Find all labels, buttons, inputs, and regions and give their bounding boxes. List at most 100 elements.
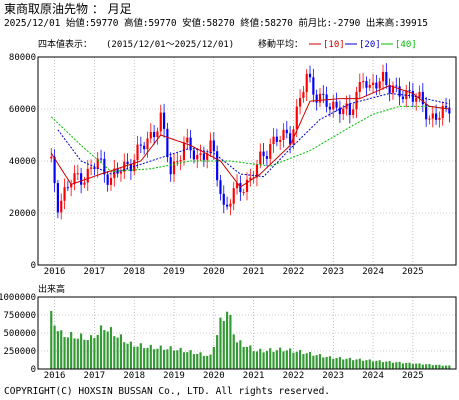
candle-body [441,105,444,118]
candle-body [289,133,292,145]
candle-body [169,157,172,175]
volume-bar [245,346,249,369]
volume-bar [169,346,172,369]
candle-body [186,137,189,143]
price-panel-frame [37,56,457,266]
candle-body [335,101,338,108]
volume-bar [371,361,375,369]
candle-body [265,156,268,159]
candle-body [76,173,79,175]
candle-body [53,156,56,184]
volume-y-tick-label: 500000 [3,329,36,339]
ohlc-summary: 2025/12/01 始値:59770 高値:59770 安値:58270 終値… [4,18,428,29]
candle-body [371,82,375,85]
volume-bar [249,345,252,369]
candle-body [232,188,235,204]
volume-bar [106,331,109,369]
candle-body [259,151,262,165]
volume-bar [421,364,424,369]
price-y-tick-label: 0 [31,261,36,271]
candle-body [398,86,401,97]
volume-bar [352,360,355,369]
volume-bar [391,362,395,369]
candle-body [315,94,318,103]
candle-body [106,174,109,185]
volume-y-tick-label: 750000 [3,311,36,321]
volume-bar [86,340,89,369]
volume-bar [255,351,259,369]
candle-body [325,94,328,107]
volume-bar [60,330,63,369]
candle-body [109,177,113,185]
volume-bar [63,336,66,369]
volume-bar [362,360,365,369]
candle-body [312,77,315,95]
candle-body [199,153,202,155]
candle-body [405,90,408,100]
volume-bar [206,355,209,369]
candle-body [60,200,63,213]
volume-bar [186,352,189,369]
volume-bar [308,352,312,369]
candle-body [242,191,245,193]
volume-bar [83,339,86,369]
volume-bar [279,347,282,369]
candle-body [66,187,69,189]
candle-body [425,104,428,120]
price-x-tick-label: 2019 [163,267,185,277]
volume-bar [73,338,76,369]
candle-body [70,184,73,188]
volume-bar [295,351,298,369]
volume-bar [448,365,451,369]
volume-panel-frame [37,296,457,370]
legend: 四本値表示： (2015/12/01～2025/12/01) 移動平均： [10… [38,38,417,50]
volume-x-tick-label: 2022 [283,371,305,381]
volume-bar [289,348,292,369]
candle-body [196,154,199,160]
candle-body [448,107,451,114]
candle-body [245,179,249,192]
candle-body [401,96,404,100]
volume-bar [318,354,322,369]
candle-body [295,106,298,130]
volume-bar [275,350,278,369]
candle-body [255,164,259,178]
candle-body [50,156,53,159]
legend-range: (2015/12/01～2025/12/01) [106,40,234,50]
volume-bar [438,364,441,369]
legend-ma-label: 移動平均： [258,38,303,50]
candle-body [345,103,348,109]
candle-body [332,101,335,110]
volume-x-tick-label: 2020 [203,371,225,381]
candle-body [153,132,156,138]
volume-bars [50,310,451,369]
volume-x-tick-label: 2017 [84,371,106,381]
volume-bar [285,350,288,369]
candle-body [202,153,205,160]
price-grid [38,57,456,265]
legend-ma40-label: [40] [395,40,417,50]
volume-bar [143,348,146,369]
volume-bar [182,352,186,369]
volume-bar [212,347,215,369]
price-y-axis: 0 20000 40000 60000 80000 [9,53,36,271]
candle-body [318,93,322,103]
volume-bar [162,349,166,369]
volume-bar [80,333,83,369]
volume-bar [192,354,195,369]
price-y-tick-label: 40000 [9,157,36,167]
volume-bar [398,361,401,369]
candle-body [385,71,388,86]
volume-bar [315,355,318,369]
volume-bar [156,348,159,369]
volume-bar [219,317,222,369]
candle-body [302,92,305,99]
volume-bar [335,358,338,369]
candle-body [176,161,179,163]
candle-body [229,203,232,207]
volume-bar [338,357,341,369]
candle-body [438,117,441,120]
candle-body [103,158,106,175]
